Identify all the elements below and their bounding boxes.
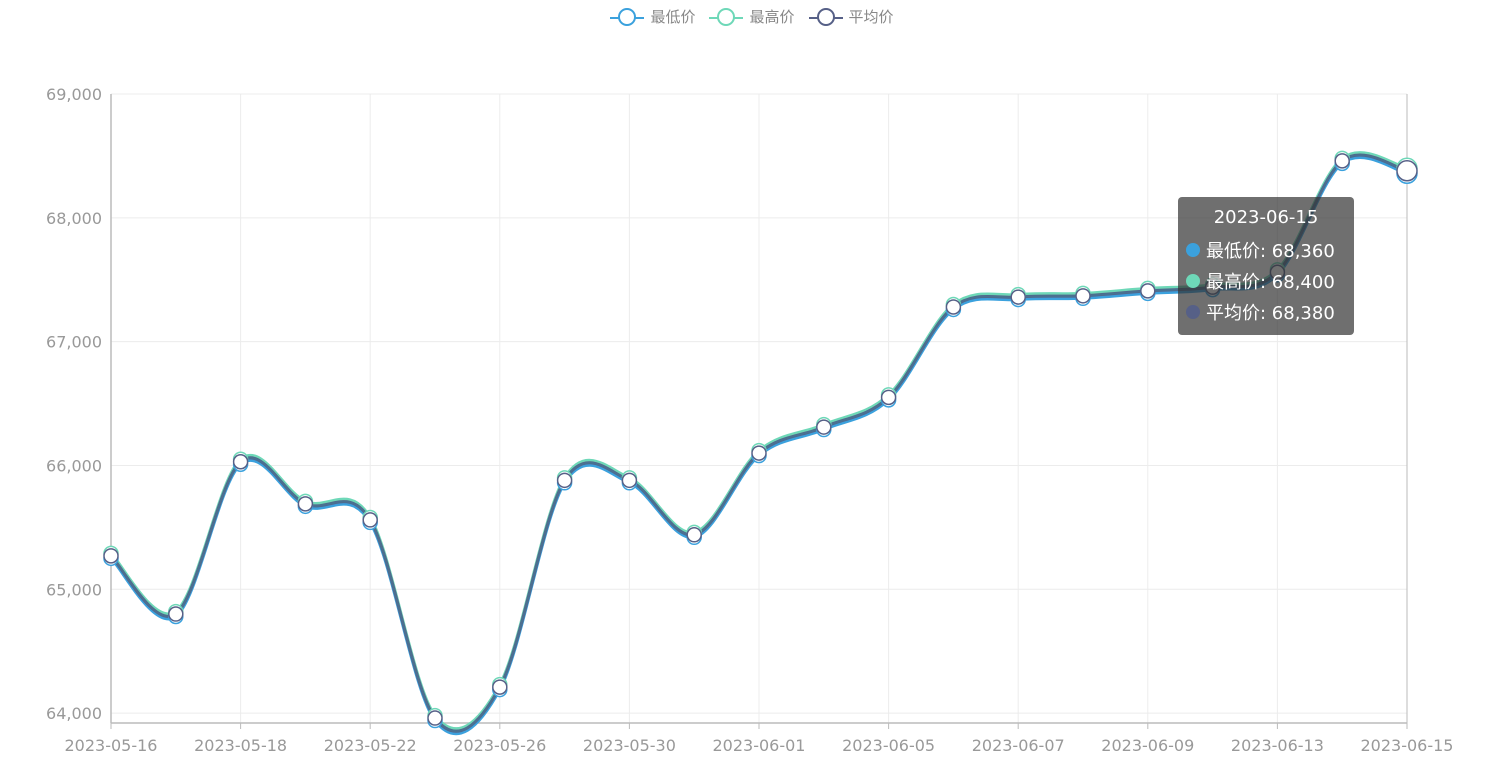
legend-item-avg[interactable]: 平均价: [808, 6, 894, 27]
x-tick-label: 2023-06-07: [972, 736, 1065, 755]
data-point-avg: [297, 496, 314, 512]
data-point-avg: [362, 512, 378, 528]
data-point-avg: [1010, 289, 1026, 305]
tooltip-dot-min-icon: [1186, 242, 1200, 257]
legend-label-min: 最低价: [650, 8, 696, 26]
x-tick-label: 2023-06-01: [713, 736, 806, 755]
tooltip-dot-max-icon: [1186, 273, 1200, 288]
y-tick-label: 66,000: [46, 456, 102, 475]
x-tick-label: 2023-05-26: [453, 736, 546, 755]
x-tick-label: 2023-05-22: [324, 736, 417, 755]
legend-label-avg: 平均价: [848, 8, 894, 26]
data-point-avg: [427, 710, 443, 726]
y-tick-label: 68,000: [46, 209, 102, 228]
data-point-avg: [232, 453, 249, 470]
data-point-avg: [1075, 288, 1091, 304]
x-tick-label: 2023-06-13: [1231, 736, 1324, 755]
data-point-avg: [621, 472, 638, 489]
data-point-avg: [686, 527, 702, 543]
y-tick-label: 67,000: [46, 333, 102, 352]
data-point-avg: [880, 389, 897, 406]
legend-swatch-min-icon: [610, 7, 645, 26]
x-tick-label: 2023-05-30: [583, 736, 676, 755]
tooltip-title: 2023-06-15: [1213, 207, 1319, 228]
y-tick-label: 64,000: [46, 704, 102, 723]
y-tick-label: 69,000: [46, 85, 102, 104]
legend-swatch-avg-icon: [808, 7, 843, 26]
legend-item-max[interactable]: 最高价: [709, 6, 795, 27]
x-tick-label: 2023-06-05: [842, 736, 935, 755]
y-tick-label: 65,000: [46, 580, 102, 599]
data-point-avg: [1140, 283, 1156, 299]
tooltip-row-avg: 平均价: 68,380: [1186, 296, 1346, 327]
legend-item-min[interactable]: 最低价: [610, 6, 695, 27]
data-point-avg: [492, 679, 508, 695]
data-point-avg: [1334, 153, 1350, 169]
data-point-avg: [945, 299, 962, 315]
x-tick-label: 2023-06-15: [1361, 736, 1454, 755]
data-point-avg: [751, 445, 767, 461]
legend-swatch-max-icon: [709, 7, 744, 26]
data-point-avg: [168, 606, 184, 622]
x-tick-label: 2023-06-09: [1101, 736, 1194, 755]
data-point-avg: [1396, 160, 1418, 182]
x-tick-label: 2023-05-18: [194, 736, 287, 755]
data-point-avg: [556, 472, 573, 489]
data-point-avg: [103, 548, 119, 564]
tooltip-row-min: 最低价: 68,360: [1186, 234, 1346, 265]
tooltip: 2023-06-15 最低价: 68,360 最高价: 68,400 平均价: …: [1178, 197, 1354, 335]
tooltip-text-avg: 平均价: 68,380: [1206, 302, 1335, 324]
legend-label-max: 最高价: [749, 8, 795, 26]
data-point-avg: [816, 419, 832, 435]
tooltip-dot-avg-icon: [1186, 304, 1200, 319]
x-tick-label: 2023-05-16: [65, 736, 158, 755]
tooltip-text-max: 最高价: 68,400: [1206, 271, 1335, 293]
tooltip-row-max: 最高价: 68,400: [1186, 265, 1346, 296]
chart-legend: 最低价 最高价 平均价: [0, 6, 1504, 27]
tooltip-text-min: 最低价: 68,360: [1206, 240, 1335, 262]
